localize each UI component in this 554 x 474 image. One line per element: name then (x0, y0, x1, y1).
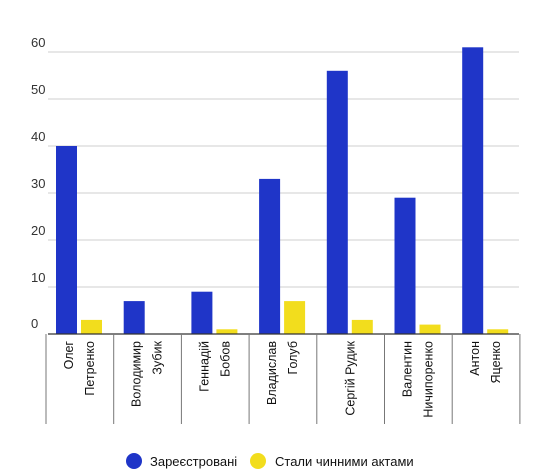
y-tick-label: 40 (31, 129, 45, 144)
category-label: Олег Петренко (62, 341, 97, 396)
legend-item-registered: Зареєстровані (126, 453, 237, 469)
category-label-line: Владислав (265, 341, 279, 405)
bar-registered (462, 47, 484, 335)
category-label-line: Сергій Рудик (344, 340, 358, 415)
bar-registered (394, 197, 416, 334)
bar-registered (326, 70, 348, 335)
category-label-line: Зубик (151, 340, 165, 374)
category-labels: Олег Петренко Володимир Зубик Геннадій Бобов В… (62, 340, 503, 417)
bar-registered (191, 291, 213, 334)
category-label: Валентин Ничипоренко (401, 341, 436, 418)
category-label-line: Яценко (489, 341, 503, 384)
category-label-line: Геннадій (197, 341, 211, 392)
bar-enacted (216, 329, 238, 334)
category-label-line: Ничипоренко (422, 341, 436, 418)
x-axis (45, 333, 521, 424)
category-label-line: Голуб (286, 341, 300, 374)
category-label-line: Антон (468, 341, 482, 376)
bar-enacted (419, 324, 441, 334)
legend-swatch (250, 453, 266, 469)
y-tick-label: 30 (31, 176, 45, 191)
legend-label: Стали чинними актами (275, 454, 414, 469)
bar-enacted (81, 319, 102, 334)
y-tick-label: 50 (31, 82, 45, 97)
y-tick-label: 0 (31, 316, 38, 331)
bar-registered (259, 178, 281, 334)
category-label: Володимир Зубик (130, 340, 165, 406)
bar-enacted (284, 301, 306, 334)
legend-label: Зареєстровані (150, 454, 237, 469)
y-tick-label: 10 (31, 270, 45, 285)
legend-swatch (126, 453, 142, 469)
category-label: Сергій Рудик (344, 340, 358, 415)
bar-enacted (351, 319, 373, 334)
y-axis-ticks: 0 10 20 30 40 50 60 (31, 35, 45, 331)
bar-enacted (487, 329, 509, 334)
category-label: Геннадій Бобов (197, 341, 232, 392)
category-label-line: Олег (62, 341, 76, 370)
category-label-line: Володимир (130, 341, 144, 407)
category-label: Антон Яценко (468, 341, 503, 384)
category-label-line: Бобов (218, 341, 232, 377)
y-tick-label: 60 (31, 35, 45, 50)
bar-registered (56, 146, 77, 334)
gridlines (48, 51, 519, 288)
legend-item-enacted: Стали чинними актами (250, 453, 414, 469)
bars (56, 47, 509, 335)
category-label: Владислав Голуб (265, 341, 300, 405)
bar-registered (123, 301, 145, 334)
category-label-line: Валентин (401, 341, 415, 397)
legend: Зареєстровані Стали чинними актами (126, 453, 414, 469)
category-label-line: Петренко (83, 341, 97, 396)
y-tick-label: 20 (31, 223, 45, 238)
